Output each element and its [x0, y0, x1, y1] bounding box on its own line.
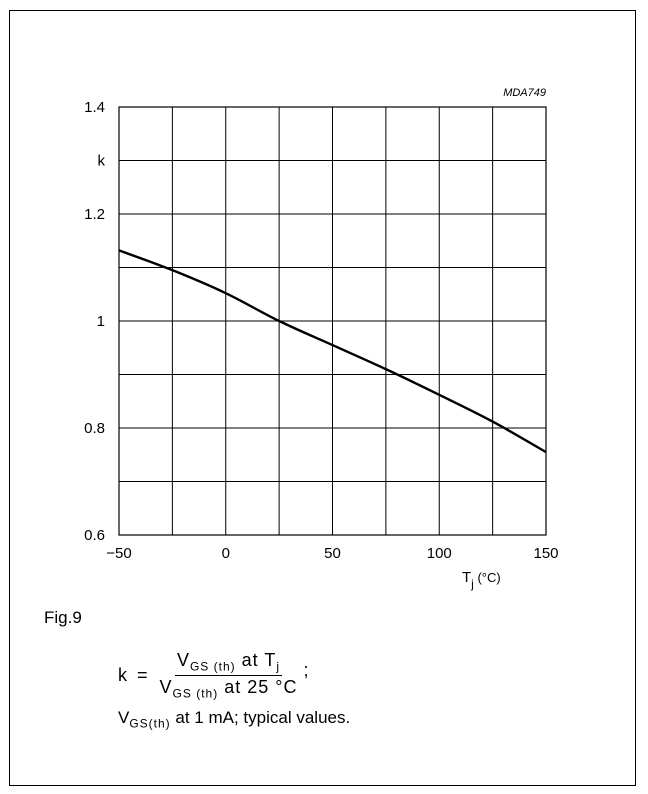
x-axis-label-sub: j	[470, 577, 474, 591]
note-v: V	[118, 708, 130, 727]
x-axis-label: Tj (°C)	[462, 569, 501, 591]
chart: −50 0 50 100 150 1.4 k 1.2 1 0.8 0.6 MDA749 Tj (°C…	[84, 87, 558, 591]
y-tick-label: 1.2	[84, 206, 105, 223]
den-sub: GS (th)	[172, 686, 219, 701]
tick-labels: −50 0 50 100 150 1.4 k 1.2 1 0.8 0.6	[84, 99, 558, 562]
note-rest: at 1 mA; typical values.	[170, 708, 351, 727]
formula-denominator: VGS (th) at 25 °C	[158, 676, 300, 701]
x-tick-label: −50	[106, 545, 131, 562]
formula-lhs: k	[118, 664, 127, 685]
figure-frame	[9, 10, 636, 786]
x-tick-label: 0	[222, 545, 230, 562]
num-rest: at T	[241, 650, 277, 670]
formula-fraction: VGS (th) at Tj VGS (th) at 25 °C	[158, 650, 300, 700]
plot-series	[118, 249, 547, 454]
den-rest: at 25 °C	[224, 676, 298, 697]
y-tick-label: 0.6	[84, 527, 105, 544]
den-v: V	[159, 676, 173, 697]
figure-label: Fig.9	[44, 608, 82, 627]
note-sub: GS(th)	[129, 716, 171, 731]
grid	[118, 106, 547, 536]
x-tick-label: 150	[533, 545, 558, 562]
y-tick-label: 1.4	[84, 99, 105, 116]
y-tick-label: 0.8	[84, 420, 105, 437]
formula-tail: ;	[303, 659, 309, 680]
formula-numerator: VGS (th) at Tj	[174, 650, 283, 676]
y-axis-label: k	[98, 153, 106, 170]
x-tick-label: 100	[427, 545, 452, 562]
figure-note: VGS(th) at 1 mA; typical values.	[118, 708, 350, 730]
formula: k = VGS (th) at Tj VGS (th) at 25 °C ;	[118, 650, 308, 700]
drawing-code: MDA749	[503, 87, 546, 99]
num-v: V	[176, 650, 190, 670]
x-tick-label: 50	[324, 545, 341, 562]
plot-area-frame	[118, 106, 547, 536]
x-axis-label-base: T	[462, 569, 471, 586]
num-sub2: j	[276, 659, 281, 674]
num-sub: GS (th)	[189, 659, 236, 674]
y-tick-label: 1	[97, 313, 105, 330]
x-axis-label-unit: (°C)	[474, 570, 501, 585]
series-line	[118, 249, 547, 454]
formula-eq: =	[137, 664, 148, 685]
